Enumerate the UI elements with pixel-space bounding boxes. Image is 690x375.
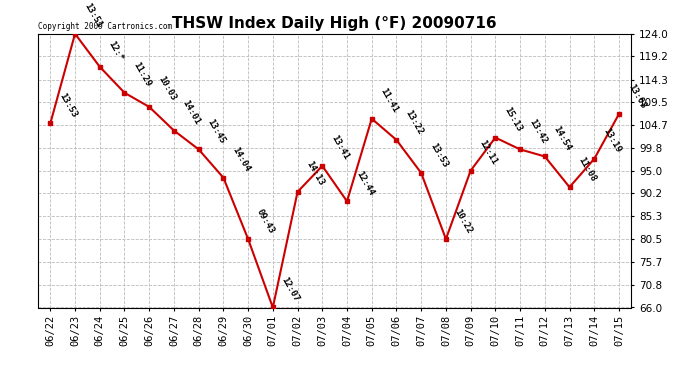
Text: 11:41: 11:41	[379, 87, 400, 114]
Text: 12:07: 12:07	[279, 276, 301, 303]
Text: 12:*: 12:*	[107, 39, 126, 63]
Title: THSW Index Daily High (°F) 20090716: THSW Index Daily High (°F) 20090716	[172, 16, 497, 31]
Text: 10:22: 10:22	[453, 207, 474, 235]
Text: 13:51: 13:51	[82, 2, 104, 30]
Text: 13:45: 13:45	[206, 117, 227, 145]
Text: 13:41: 13:41	[329, 134, 351, 162]
Text: 13:53: 13:53	[428, 141, 449, 169]
Text: 13:19: 13:19	[601, 127, 622, 154]
Text: 13:08: 13:08	[626, 82, 647, 110]
Text: 11:08: 11:08	[576, 155, 598, 183]
Text: 15:13: 15:13	[502, 106, 524, 134]
Text: 14:04: 14:04	[230, 146, 252, 174]
Text: 14:54: 14:54	[552, 124, 573, 152]
Text: 13:53: 13:53	[57, 92, 79, 119]
Text: 12:11: 12:11	[477, 139, 499, 166]
Text: Copyright 2009 Cartronics.com: Copyright 2009 Cartronics.com	[38, 22, 172, 31]
Text: 10:03: 10:03	[156, 75, 177, 103]
Text: 14:01: 14:01	[181, 99, 202, 126]
Text: 14:13: 14:13	[304, 160, 326, 188]
Text: 13:42: 13:42	[527, 117, 549, 145]
Text: 12:44: 12:44	[354, 170, 375, 197]
Text: 09:43: 09:43	[255, 207, 276, 235]
Text: 11:29: 11:29	[131, 61, 152, 88]
Text: 13:22: 13:22	[404, 108, 424, 136]
